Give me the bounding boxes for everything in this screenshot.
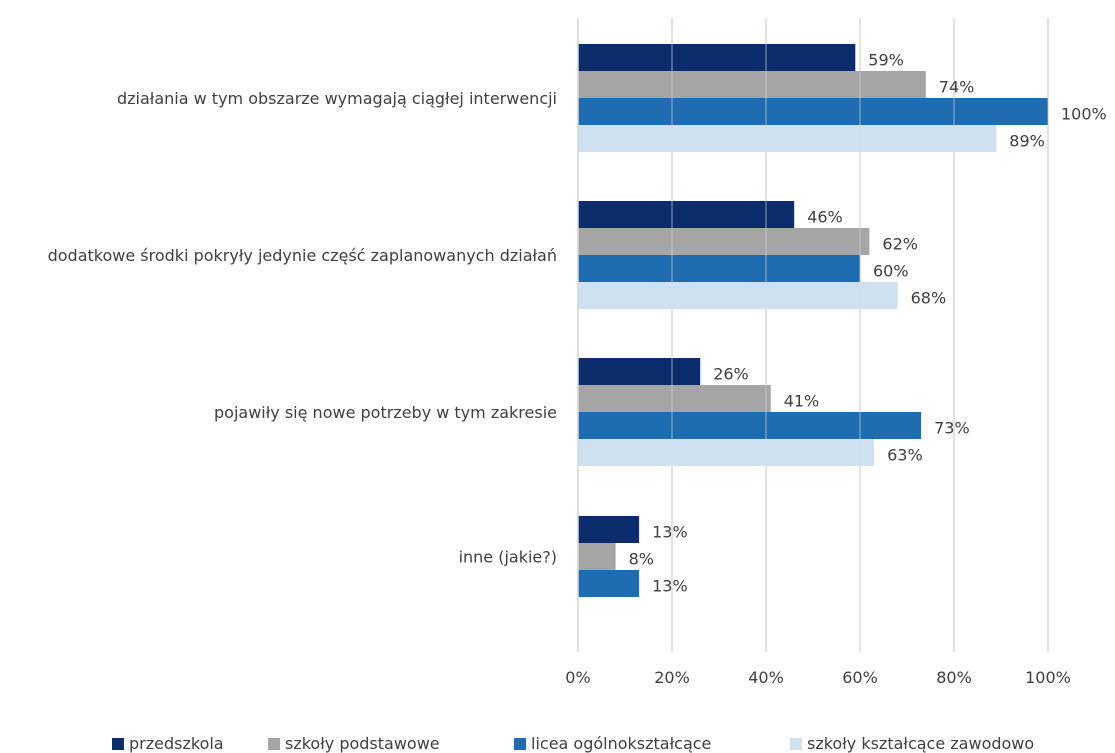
category-label: pojawiły się nowe potrzeby w tym zakresi… xyxy=(214,403,557,422)
bar xyxy=(578,282,898,309)
legend-label: szkoły kształcące zawodowo xyxy=(807,734,1035,753)
data-label: 13% xyxy=(652,577,688,596)
data-label: 59% xyxy=(868,51,904,70)
legend-swatch xyxy=(514,737,526,750)
x-tick-label: 40% xyxy=(748,668,784,687)
bar xyxy=(578,255,860,282)
data-label: 8% xyxy=(629,550,654,569)
data-label: 60% xyxy=(873,262,909,281)
data-label: 74% xyxy=(939,78,975,97)
x-tick-label: 60% xyxy=(842,668,878,687)
data-label: 62% xyxy=(882,235,918,254)
data-label: 26% xyxy=(713,365,749,384)
legend-label: licea ogólnokształcące xyxy=(531,734,712,753)
bar xyxy=(578,412,922,439)
bar xyxy=(578,201,795,228)
bar xyxy=(578,543,616,570)
bar xyxy=(578,228,870,255)
bar xyxy=(578,570,640,597)
category-label: inne (jakie?) xyxy=(459,548,557,567)
bar xyxy=(578,516,640,543)
data-label: 13% xyxy=(652,523,688,542)
legend: przedszkola szkoły podstawowe licea ogólno… xyxy=(0,728,1115,753)
bar xyxy=(578,439,875,466)
data-label: 100% xyxy=(1061,105,1107,124)
legend-label: przedszkola xyxy=(129,734,224,753)
category-label: dodatkowe środki pokryły jedynie część z… xyxy=(48,246,557,265)
bar xyxy=(578,125,997,152)
bar xyxy=(578,98,1048,125)
legend-item: licea ogólnokształcące xyxy=(514,734,711,753)
bar xyxy=(578,44,856,71)
data-label: 68% xyxy=(911,289,947,308)
data-label: 73% xyxy=(934,419,970,438)
bar xyxy=(578,71,926,98)
data-label: 46% xyxy=(807,208,843,227)
data-label: 63% xyxy=(887,446,923,465)
data-label: 89% xyxy=(1009,132,1045,151)
x-tick-label: 20% xyxy=(654,668,690,687)
legend-swatch xyxy=(790,737,802,750)
category-label: działania w tym obszarze wymagają ciągłe… xyxy=(117,89,557,108)
data-label: 41% xyxy=(784,392,820,411)
x-tick-label: 0% xyxy=(565,668,590,687)
x-tick-label: 100% xyxy=(1025,668,1071,687)
legend-item: przedszkola xyxy=(112,734,224,753)
legend-item: szkoły kształcące zawodowo xyxy=(790,734,1034,753)
bar xyxy=(578,358,701,385)
bar xyxy=(578,385,771,412)
legend-swatch xyxy=(268,737,280,750)
legend-item: szkoły podstawowe xyxy=(268,734,440,753)
legend-label: szkoły podstawowe xyxy=(285,734,440,753)
legend-swatch xyxy=(112,737,124,750)
x-tick-label: 80% xyxy=(936,668,972,687)
